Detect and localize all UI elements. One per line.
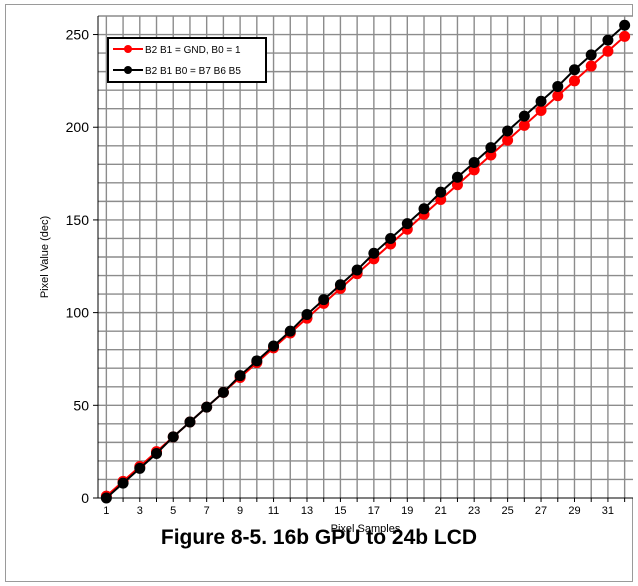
series-black	[100, 19, 631, 504]
data-point	[100, 492, 112, 504]
data-point	[602, 34, 614, 46]
x-tick-label: 13	[301, 505, 313, 517]
figure-caption: Figure 8-5. 16b GPU to 24b LCD	[160, 526, 478, 549]
legend: B2 B1 = GND, B0 = 1 B2 B1 B0 = B7 B6 B5	[107, 37, 267, 83]
legend-box	[107, 37, 267, 83]
data-point	[301, 308, 313, 320]
data-point	[401, 218, 413, 230]
x-tick-label: 31	[602, 505, 614, 517]
data-point	[368, 247, 380, 259]
data-point	[502, 125, 514, 137]
y-tick-label: 0	[81, 490, 89, 506]
y-tick-label: 50	[73, 397, 89, 413]
data-point	[485, 142, 497, 154]
x-axis-label: Pixel Samples	[331, 523, 401, 535]
data-point	[518, 119, 530, 131]
data-point	[435, 186, 447, 198]
series-layer	[100, 19, 631, 504]
data-point	[201, 401, 213, 413]
data-point	[167, 431, 179, 443]
data-point	[552, 90, 564, 102]
x-tick-label: 11	[268, 505, 279, 517]
x-tick-label: 21	[435, 505, 447, 517]
data-point	[535, 105, 547, 117]
data-point	[602, 45, 614, 57]
y-tick-label: 250	[66, 27, 90, 43]
data-point	[184, 416, 196, 428]
data-point	[234, 370, 246, 382]
y-tick-label: 200	[66, 119, 90, 135]
x-tick-label: 1	[103, 505, 109, 517]
data-point	[568, 75, 580, 87]
data-point	[518, 110, 530, 122]
x-tick-label: 3	[137, 505, 143, 517]
data-point	[619, 30, 631, 42]
data-point	[117, 477, 129, 489]
data-point	[502, 134, 514, 146]
x-tick-label: 5	[170, 505, 176, 517]
data-point	[217, 386, 229, 398]
legend-swatch-marker	[124, 45, 132, 53]
legend-item: B2 B1 B0 = B7 B6 B5	[113, 66, 241, 77]
data-point	[451, 171, 463, 183]
x-tick-label: 27	[535, 505, 547, 517]
legend-label: B2 B1 B0 = B7 B6 B5	[145, 66, 241, 77]
x-tick-label: 9	[237, 505, 243, 517]
data-point	[585, 60, 597, 72]
data-point	[552, 80, 564, 92]
data-point	[418, 203, 430, 215]
data-point	[251, 355, 263, 367]
x-tick-label: 25	[501, 505, 513, 517]
data-point	[468, 156, 480, 168]
legend-swatch-marker	[124, 66, 132, 74]
data-point	[284, 325, 296, 337]
x-tick-label: 23	[468, 505, 480, 517]
data-point	[585, 49, 597, 61]
legend-label: B2 B1 = GND, B0 = 1	[145, 45, 241, 56]
data-point	[535, 95, 547, 107]
x-tick-label: 29	[568, 505, 580, 517]
data-point	[318, 294, 330, 306]
x-tick-label: 19	[401, 505, 413, 517]
x-tick-label: 7	[204, 505, 210, 517]
data-point	[619, 19, 631, 31]
y-tick-label: 150	[66, 212, 90, 228]
data-point	[334, 279, 346, 291]
data-point	[151, 448, 163, 460]
data-point	[568, 64, 580, 76]
x-tick-label: 15	[334, 505, 346, 517]
legend-item: B2 B1 = GND, B0 = 1	[113, 45, 241, 56]
data-point	[268, 340, 280, 352]
y-axis-label: Pixel Value (dec)	[39, 216, 51, 298]
data-point	[351, 264, 363, 276]
data-point	[134, 462, 146, 474]
y-tick-label: 100	[66, 305, 90, 321]
x-tick-label: 17	[368, 505, 380, 517]
data-point	[385, 232, 397, 244]
